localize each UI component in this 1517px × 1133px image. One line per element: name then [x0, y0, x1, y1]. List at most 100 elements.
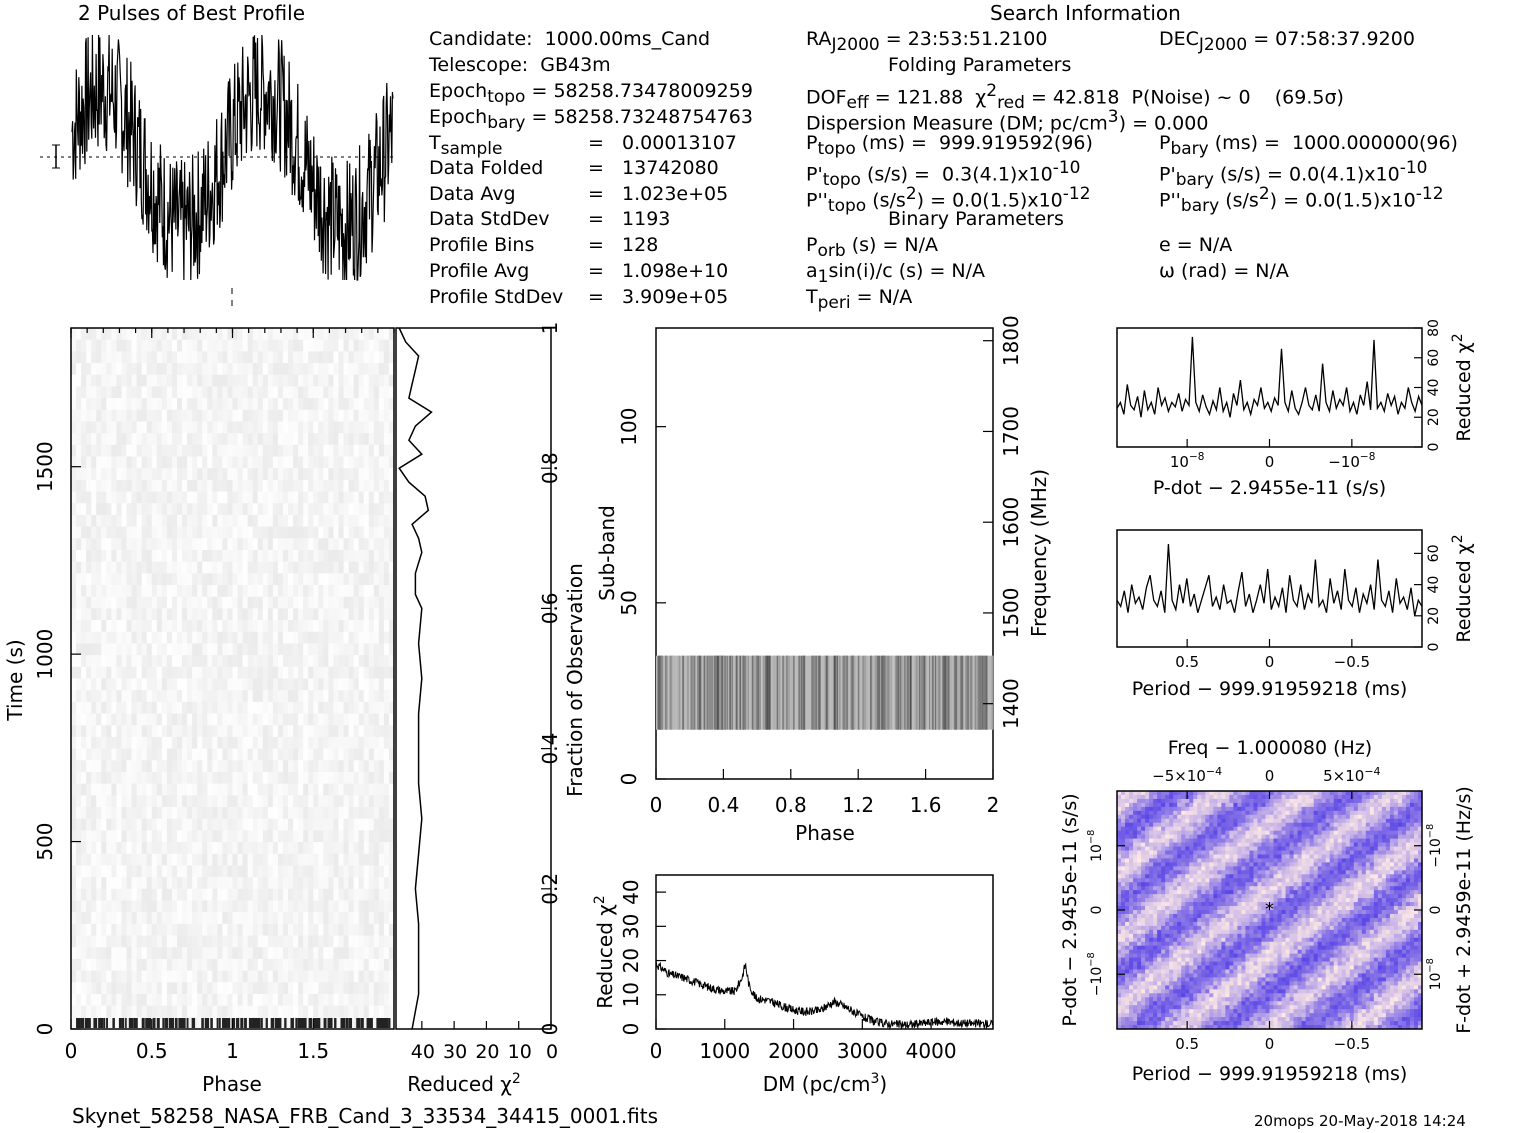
time-phase-bottom-stripe — [314, 1018, 318, 1028]
time-phase-pixel — [288, 643, 294, 656]
time-phase-pixel — [136, 842, 143, 855]
time-phase-pixel — [151, 993, 158, 1007]
time-phase-pixel — [348, 421, 355, 434]
subband-stripe — [991, 655, 994, 730]
time-phase-pixel — [141, 830, 148, 843]
time-phase-bottom-stripe — [216, 1018, 219, 1028]
ppdot-pixel — [1137, 802, 1142, 808]
time-phase-pixel — [166, 912, 173, 925]
time-phase-pixel — [182, 818, 188, 831]
time-phase-pixel — [242, 655, 249, 668]
time-phase-pixel — [267, 456, 274, 469]
time-phase-pixel — [388, 585, 395, 598]
time-phase-pixel — [293, 771, 299, 785]
time-phase-pixel — [217, 421, 223, 434]
time-phase-pixel — [388, 374, 395, 387]
time-phase-pixel — [227, 982, 233, 995]
time-phase-pixel — [308, 433, 314, 446]
time-phase-pixel — [343, 783, 350, 796]
time-phase-pixel — [272, 398, 279, 411]
time-phase-pixel — [182, 444, 188, 458]
time-phase-pixel — [96, 456, 102, 469]
time-phase-pixel — [136, 585, 143, 598]
time-phase-pixel — [363, 842, 370, 855]
ppdot-pixel — [1241, 806, 1246, 812]
time-phase-pixel — [131, 760, 138, 773]
time-phase-pixel — [343, 993, 350, 1007]
time-phase-pixel — [383, 549, 390, 563]
time-phase-pixel — [358, 923, 365, 937]
time-phase-pixel — [282, 631, 289, 644]
time-phase-pixel — [156, 421, 163, 434]
time-phase-pixel — [187, 701, 193, 715]
time-phase-pixel — [353, 374, 360, 387]
ppdot-pixel — [1197, 802, 1202, 808]
time-phase-pixel — [318, 363, 324, 376]
time-phase-pixel — [116, 900, 122, 913]
time-phase-pixel — [217, 655, 223, 668]
time-phase-pixel — [222, 725, 228, 738]
time-phase-pixel — [81, 725, 87, 738]
time-phase-pixel — [76, 398, 82, 411]
time-phase-pixel — [247, 678, 254, 691]
time-phase-pixel — [111, 655, 117, 668]
subband-stripe — [719, 655, 722, 730]
time-phase-pixel — [182, 982, 188, 995]
time-phase-pixel — [353, 433, 360, 446]
time-phase-pixel — [383, 526, 390, 539]
time-phase-pixel — [151, 900, 158, 913]
time-phase-pixel — [378, 514, 385, 528]
time-phase-pixel — [267, 363, 274, 376]
time-phase-pixel — [121, 608, 128, 621]
time-phase-pixel — [378, 386, 385, 399]
time-phase-pixel — [242, 748, 249, 761]
time-phase-pixel — [116, 561, 122, 574]
time-phase-pixel — [197, 865, 203, 878]
time-phase-pixel — [378, 947, 385, 960]
time-phase-pixel — [252, 339, 259, 352]
time-phase-pixel — [277, 596, 284, 609]
time-phase-pixel — [166, 900, 173, 913]
time-phase-pixel — [323, 771, 329, 785]
time-phase-pixel — [333, 865, 339, 878]
time-phase-pixel — [277, 993, 284, 1007]
time-phase-pixel — [303, 923, 309, 937]
time-phase-pixel — [227, 1017, 233, 1030]
time-phase-pixel — [242, 701, 249, 715]
ppdot-pixel — [1417, 798, 1423, 804]
time-phase-pixel — [267, 585, 274, 598]
time-phase-pixel — [171, 620, 178, 633]
ppdot-pixel — [1177, 810, 1182, 816]
time-phase-pixel — [363, 468, 370, 481]
time-phase-pixel — [303, 585, 309, 598]
time-phase-pixel — [313, 655, 319, 668]
time-phase-pixel — [358, 468, 365, 481]
time-phase-pixel — [373, 398, 380, 411]
ppdot-pixel — [1173, 798, 1178, 804]
time-phase-pixel — [176, 795, 183, 808]
time-phase-pixel — [298, 783, 304, 796]
time-phase-pixel — [348, 701, 355, 715]
time-phase-pixel — [96, 514, 102, 528]
time-phase-bottom-stripe — [191, 1018, 196, 1028]
time-phase-pixel — [136, 690, 143, 703]
time-phase-pixel — [318, 760, 324, 773]
time-phase-pixel — [212, 865, 218, 878]
pddot-bary: P''bary (s/s2) = 0.0(1.5)x10-12 — [1159, 184, 1444, 217]
time-phase-pixel — [202, 456, 208, 469]
time-phase-pixel — [141, 549, 148, 563]
ppdot-pixel — [1381, 791, 1387, 796]
time-phase-pixel — [247, 713, 254, 726]
time-phase-pixel — [313, 993, 319, 1007]
time-phase-pixel — [166, 374, 173, 387]
ppdot-pixel — [1377, 791, 1383, 796]
time-phase-pixel — [131, 456, 138, 469]
subband-stripe — [660, 655, 663, 730]
time-phase-pixel — [91, 783, 97, 796]
ppdot-pixel — [1229, 802, 1234, 808]
time-phase-pixel — [232, 888, 239, 901]
time-phase-pixel — [348, 783, 355, 796]
time-phase-pixel — [288, 818, 294, 831]
ppdot-pixel — [1141, 798, 1146, 804]
time-phase-pixel — [378, 900, 385, 913]
